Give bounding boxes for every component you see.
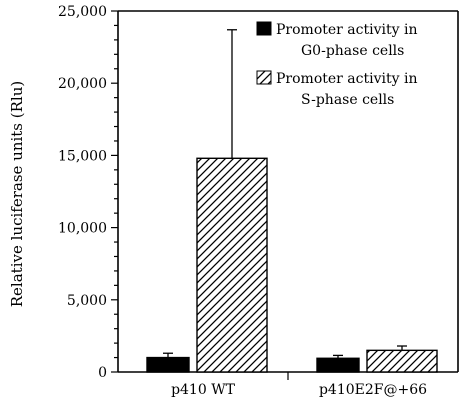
legend-label-g0-line2: G0-phase cells (301, 43, 404, 59)
error-bars (163, 29, 407, 359)
x-axis: p410 WT p410E2F@+66 (118, 10, 458, 398)
legend-item-g0: Promoter activity in G0-phase cells (256, 21, 417, 59)
bar-g0-1 (316, 357, 360, 373)
y-tick-label: 15,000 (58, 148, 107, 164)
y-tick-label: 20,000 (58, 76, 107, 92)
y-tick-label: 5,000 (67, 293, 107, 309)
legend-swatch-s (256, 70, 272, 85)
bar-s-1 (366, 349, 438, 373)
y-tick-label: 25,000 (58, 4, 107, 20)
bars (146, 157, 438, 373)
legend-label-s-line1: Promoter activity in (276, 71, 417, 87)
bar-g0-0 (146, 356, 190, 373)
x-tick-label: p410E2F@+66 (319, 382, 427, 398)
legend-item-s: Promoter activity in S-phase cells (256, 70, 417, 108)
y-axis: 0 5,000 10,000 15,000 20,000 25,000 (58, 4, 459, 381)
y-axis-label: Relative luciferase units (Rlu) (8, 81, 26, 307)
bar-s-0 (196, 157, 268, 373)
legend: Promoter activity in G0-phase cells Prom… (256, 21, 417, 108)
y-tick-label: 10,000 (58, 221, 107, 237)
legend-swatch-g0 (256, 21, 272, 36)
legend-label-s-line2: S-phase cells (301, 92, 394, 108)
x-tick-label: p410 WT (171, 382, 236, 398)
y-tick-label: 0 (98, 365, 107, 381)
legend-label-g0-line1: Promoter activity in (276, 22, 417, 38)
